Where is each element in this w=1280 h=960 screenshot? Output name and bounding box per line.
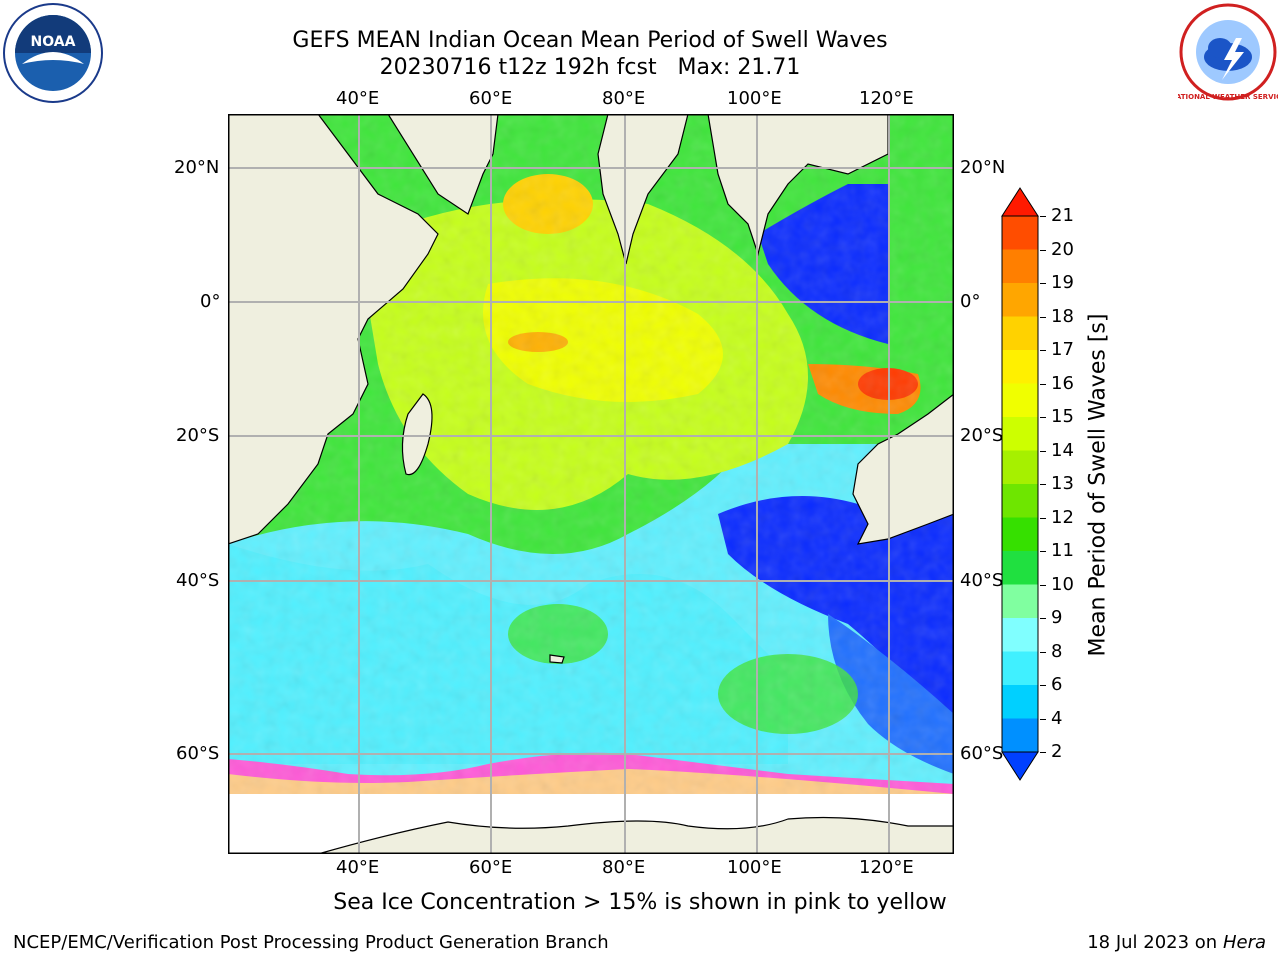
colorbar-tick-label: 17 <box>1051 339 1074 360</box>
colorbar-tick-label: 21 <box>1051 205 1074 226</box>
lat-label-right-20n: 20°N <box>960 157 1006 178</box>
lat-label-right-20s: 20°S <box>960 425 1004 446</box>
colorbar-swatch <box>1002 651 1038 686</box>
lon-label-bottom-40e: 40°E <box>336 857 380 878</box>
lat-label-left-40s: 40°S <box>176 570 220 591</box>
colorbar-extend-min <box>1001 751 1039 781</box>
nws-logo: NATIONAL WEATHER SERVICE <box>1170 2 1280 102</box>
colorbar-tick-label: 14 <box>1051 439 1074 461</box>
colorbar-tick-label: 6 <box>1051 674 1063 695</box>
colorbar-tick-label: 19 <box>1051 272 1074 293</box>
colorbar-swatch <box>1002 283 1038 317</box>
chart-subtitle: 20230716 t12z 192h fcst Max: 21.71 <box>379 55 801 80</box>
run-host: Hera <box>1222 932 1266 953</box>
colorbar-tick-mark <box>1040 618 1046 619</box>
colorbar-swatch <box>1002 685 1038 719</box>
lat-label-right-60s: 60°S <box>960 743 1004 764</box>
colorbar-tick-mark <box>1040 484 1046 485</box>
lon-label-top-40e: 40°E <box>336 88 380 109</box>
colorbar-ticks: 21 20 19 18 17 16 15 14 13 12 11 10 9 8 6 4 2 <box>1040 186 1090 782</box>
colorbar-swatch <box>1002 316 1038 351</box>
lon-label-bottom-60e: 60°E <box>469 857 513 878</box>
sea-ice-note: Sea Ice Concentration > 15% is shown in … <box>333 890 947 915</box>
colorbar-tick-mark <box>1040 383 1046 385</box>
chart-title: GEFS MEAN Indian Ocean Mean Period of Sw… <box>292 28 888 53</box>
colorbar-tick-mark <box>1040 651 1046 653</box>
colorbar-tick-label: 10 <box>1051 573 1074 595</box>
colorbar-swatch <box>1002 484 1038 518</box>
india-land <box>597 113 689 265</box>
lat-label-right-0: 0° <box>960 291 981 312</box>
colorbar-tick-mark <box>1040 752 1046 753</box>
colorbar-swatch <box>1002 249 1038 284</box>
antarctica-land <box>317 816 955 855</box>
colorbar-tick-label: 15 <box>1051 406 1074 427</box>
colorbar-tick-label: 2 <box>1051 741 1063 762</box>
colorbar-tick-mark <box>1040 216 1046 217</box>
lat-label-left-20s: 20°S <box>176 425 220 446</box>
colorbar-frame <box>1001 215 1039 753</box>
colorbar-swatch <box>1002 450 1038 485</box>
lat-label-left-0: 0° <box>200 291 221 312</box>
lat-label-left-20n: 20°N <box>174 157 220 178</box>
australia-land <box>852 392 955 545</box>
colorbar-swatch <box>1002 584 1038 619</box>
graticule <box>228 114 954 854</box>
lon-label-top-80e: 80°E <box>602 88 646 109</box>
lon-label-bottom-120e: 120°E <box>859 857 914 878</box>
colorbar-swatch <box>1002 517 1038 552</box>
colorbar-tick-label: 12 <box>1051 506 1074 528</box>
colorbar-tick-mark <box>1040 584 1046 586</box>
colorbar <box>1000 186 1040 782</box>
colorbar-tick-mark <box>1040 718 1046 720</box>
map-panel <box>227 113 955 855</box>
colorbar-tick-label: 4 <box>1051 707 1063 729</box>
credit-text: NCEP/EMC/Verification Post Processing Pr… <box>13 932 609 953</box>
colorbar-tick-label: 20 <box>1051 238 1074 260</box>
colorbar-tick-mark <box>1040 417 1046 418</box>
colorbar-svg <box>1001 187 1039 781</box>
colorbar-swatch <box>1002 618 1038 652</box>
nws-logo-text: NATIONAL WEATHER SERVICE <box>1178 93 1278 101</box>
lon-label-bottom-80e: 80°E <box>602 857 646 878</box>
map-svg <box>227 113 955 855</box>
colorbar-tick-mark <box>1040 517 1046 519</box>
lat-label-left-60s: 60°S <box>176 743 220 764</box>
colorbar-tick-label: 16 <box>1051 372 1074 394</box>
colorbar-swatch <box>1002 216 1038 250</box>
noaa-logo-text: NOAA <box>31 34 76 50</box>
colorbar-tick-mark <box>1040 350 1046 351</box>
colorbar-tick-mark <box>1040 316 1046 318</box>
lon-label-bottom-100e: 100°E <box>727 857 782 878</box>
colorbar-tick-label: 9 <box>1051 607 1063 628</box>
colorbar-swatch <box>1002 350 1038 384</box>
noaa-logo: NOAA <box>2 2 104 104</box>
colorbar-tick-label: 11 <box>1051 540 1074 561</box>
colorbar-tick-label: 8 <box>1051 640 1063 662</box>
colorbar-swatch <box>1002 551 1038 585</box>
arabia-land <box>318 113 499 215</box>
run-date-text: 18 Jul 2023 on <box>1087 932 1223 953</box>
lon-label-top-120e: 120°E <box>859 88 914 109</box>
colorbar-tick-mark <box>1040 450 1046 452</box>
colorbar-swatch <box>1002 718 1038 753</box>
run-date: 18 Jul 2023 on Hera <box>1087 932 1266 953</box>
colorbar-label: Mean Period of Swell Waves [s] <box>1085 313 1111 657</box>
colorbar-tick-mark <box>1040 551 1046 552</box>
colorbar-extend-max <box>1001 187 1039 217</box>
lat-label-right-40s: 40°S <box>960 570 1004 591</box>
colorbar-tick-label: 18 <box>1051 305 1074 327</box>
lon-label-top-100e: 100°E <box>727 88 782 109</box>
colorbar-tick-mark <box>1040 685 1046 686</box>
madagascar-land <box>401 393 433 476</box>
colorbar-tick-label: 13 <box>1051 473 1074 494</box>
colorbar-swatch <box>1002 383 1038 418</box>
colorbar-swatch <box>1002 417 1038 451</box>
colorbar-tick-mark <box>1040 249 1046 251</box>
lon-label-top-60e: 60°E <box>469 88 513 109</box>
colorbar-tick-mark <box>1040 283 1046 284</box>
map-frame <box>228 114 954 854</box>
kerguelen-island <box>549 654 565 664</box>
